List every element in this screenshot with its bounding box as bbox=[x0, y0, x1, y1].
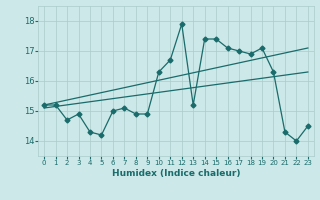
X-axis label: Humidex (Indice chaleur): Humidex (Indice chaleur) bbox=[112, 169, 240, 178]
